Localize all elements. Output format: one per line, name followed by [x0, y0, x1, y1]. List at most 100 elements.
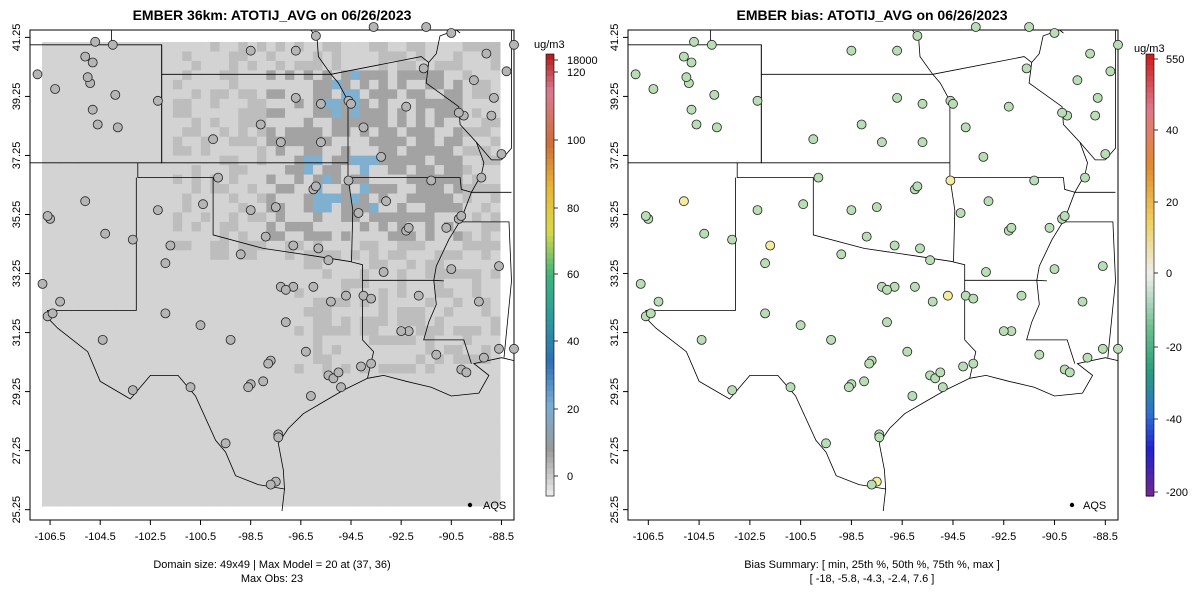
model-grid-cell: [228, 165, 239, 176]
model-grid-cell: [163, 250, 174, 261]
model-grid-cell: [200, 382, 211, 393]
model-grid-cell: [116, 335, 127, 346]
obs-site-marker: [421, 22, 432, 32]
model-grid-cell: [266, 345, 277, 355]
model-grid-cell: [256, 420, 267, 431]
right-legend-dot: [1069, 502, 1075, 508]
colorbar-segment: [546, 341, 554, 348]
model-grid-cell: [387, 174, 398, 185]
model-grid-cell: [313, 165, 323, 176]
model-grid-cell: [434, 269, 445, 280]
model-grid-cell: [172, 345, 183, 355]
colorbar-segment: [546, 352, 554, 359]
model-grid-cell: [210, 79, 221, 90]
model-grid-cell: [154, 42, 165, 52]
y-tick-label: 29.25: [11, 378, 23, 406]
model-grid-cell: [154, 307, 165, 318]
model-grid-cell: [116, 297, 127, 308]
model-grid-cell: [397, 174, 408, 185]
model-grid-cell: [387, 240, 398, 251]
model-grid-cell: [182, 316, 193, 327]
model-grid-cell: [172, 127, 183, 138]
model-grid-cell: [200, 373, 211, 384]
model-grid-cell: [228, 117, 239, 128]
model-grid-cell: [228, 411, 239, 422]
model-grid-cell: [182, 60, 193, 71]
model-grid-cell: [42, 297, 52, 308]
model-grid-cell: [397, 184, 408, 195]
model-grid-cell: [331, 316, 342, 327]
model-grid-cell: [42, 411, 52, 422]
model-grid-cell: [350, 231, 361, 242]
x-tick-label: -106.5: [34, 531, 65, 543]
model-grid-cell: [135, 326, 146, 337]
model-grid-cell: [144, 363, 155, 374]
obs-site-marker: [82, 72, 93, 83]
model-grid-cell: [126, 269, 136, 280]
model-grid-cell: [172, 316, 183, 327]
model-grid-cell: [191, 79, 202, 90]
model-grid-cell: [182, 458, 193, 469]
model-grid-cell: [60, 259, 71, 270]
model-grid-cell: [60, 439, 71, 450]
model-grid-cell: [275, 250, 286, 261]
model-grid-cell: [471, 345, 482, 355]
model-grid-cell: [359, 212, 370, 223]
model-grid-cell: [191, 240, 202, 251]
model-grid-cell: [210, 345, 221, 355]
model-grid-cell: [490, 373, 501, 384]
model-grid-cell: [256, 496, 267, 507]
model-grid-cell: [294, 269, 305, 280]
colorbar-segment: [546, 170, 554, 177]
model-grid-cell: [443, 60, 454, 71]
model-grid-cell: [313, 60, 323, 71]
colorbar-segment: [546, 391, 554, 398]
colorbar-segment: [546, 457, 554, 464]
model-grid-cell: [144, 487, 155, 498]
colorbar-segment: [1146, 462, 1154, 469]
model-grid-cell: [70, 487, 80, 498]
model-grid-cell: [60, 326, 71, 337]
obs-site-marker: [198, 199, 208, 210]
model-grid-cell: [219, 468, 230, 479]
model-grid-cell: [341, 117, 351, 128]
model-grid-cell: [238, 98, 249, 109]
bias-site-marker: [1080, 172, 1090, 183]
model-grid-cell: [322, 326, 333, 337]
model-grid-cell: [88, 420, 99, 431]
model-grid-cell: [378, 51, 389, 62]
model-grid-cell: [303, 79, 314, 90]
model-grid-cell: [369, 496, 379, 507]
model-grid-cell: [238, 269, 249, 280]
model-grid-cell: [397, 231, 408, 242]
model-grid-cell: [294, 202, 305, 213]
obs-site-marker: [453, 107, 464, 118]
model-grid-cell: [453, 278, 464, 289]
model-grid-cell: [331, 487, 342, 498]
model-grid-cell: [294, 382, 305, 393]
model-grid-cell: [154, 60, 165, 71]
model-grid-cell: [144, 165, 155, 176]
model-grid-cell: [378, 42, 389, 52]
model-grid-cell: [70, 420, 80, 431]
model-grid-cell: [397, 98, 408, 109]
model-grid-cell: [42, 250, 52, 261]
obs-site-marker: [341, 290, 351, 301]
colorbar-segment: [546, 335, 554, 342]
model-grid-cell: [490, 117, 501, 128]
model-grid-cell: [154, 363, 165, 374]
model-grid-cell: [415, 411, 426, 422]
model-grid-cell: [369, 297, 379, 308]
obs-site-marker: [441, 222, 452, 233]
model-grid-cell: [154, 496, 165, 507]
model-grid-cell: [247, 496, 258, 507]
bias-site-marker: [689, 36, 699, 47]
model-grid-cell: [200, 89, 211, 100]
model-grid-cell: [285, 288, 295, 299]
model-grid-cell: [98, 174, 108, 185]
obs-site-marker: [152, 205, 163, 216]
model-grid-cell: [51, 193, 62, 204]
model-grid-cell: [219, 496, 230, 507]
colorbar-segment: [1146, 479, 1154, 486]
model-grid-cell: [341, 345, 351, 355]
